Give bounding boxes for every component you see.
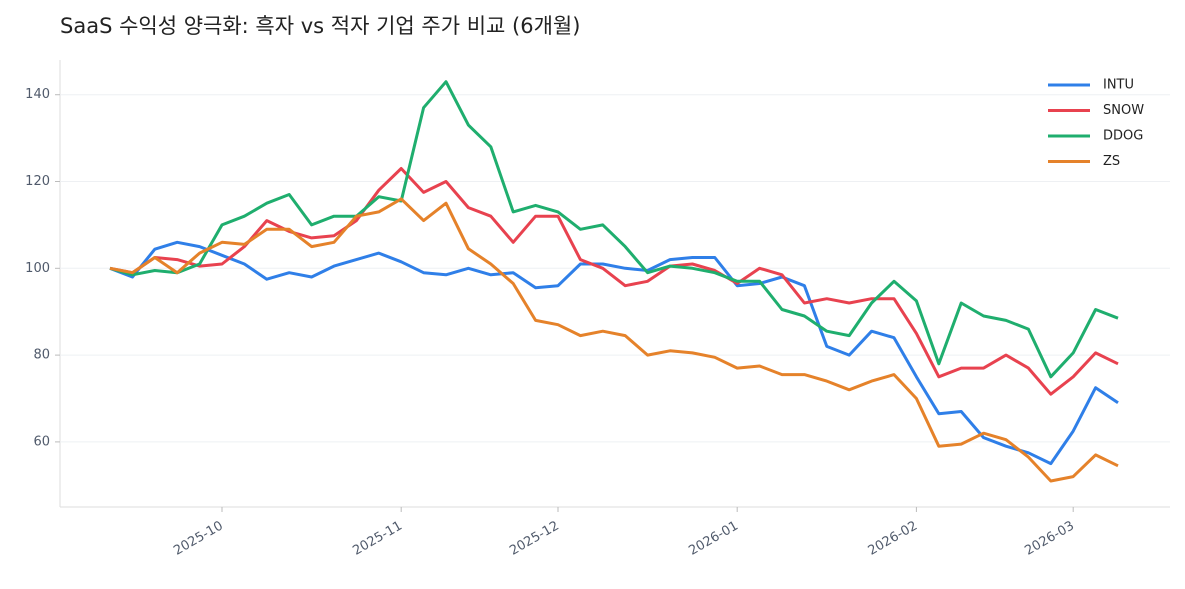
series-line (109, 197, 1119, 483)
legend-label: DDOG (1103, 129, 1143, 144)
chart-title: SaaS 수익성 양극화: 흑자 vs 적자 기업 주가 비교 (6개월) (60, 14, 580, 38)
x-tick-label: 2026-01 (686, 519, 741, 559)
y-tick-label: 60 (33, 434, 50, 449)
legend-label: SNOW (1103, 103, 1144, 118)
y-tick-label: 80 (33, 348, 50, 363)
x-tick-label: 2026-02 (866, 519, 921, 559)
x-tick-label: 2025-10 (171, 519, 226, 559)
legend-label: ZS (1103, 154, 1120, 169)
y-tick-label: 120 (25, 174, 50, 189)
y-tick-label: 100 (25, 261, 50, 276)
x-tick-label: 2025-12 (507, 519, 562, 559)
x-tick-label: 2025-11 (350, 519, 405, 559)
legend-label: INTU (1103, 78, 1134, 93)
series-line (109, 80, 1119, 379)
series-line (109, 240, 1119, 466)
y-tick-label: 140 (25, 87, 50, 102)
series-line (109, 167, 1119, 396)
x-tick-label: 2026-03 (1022, 519, 1077, 559)
